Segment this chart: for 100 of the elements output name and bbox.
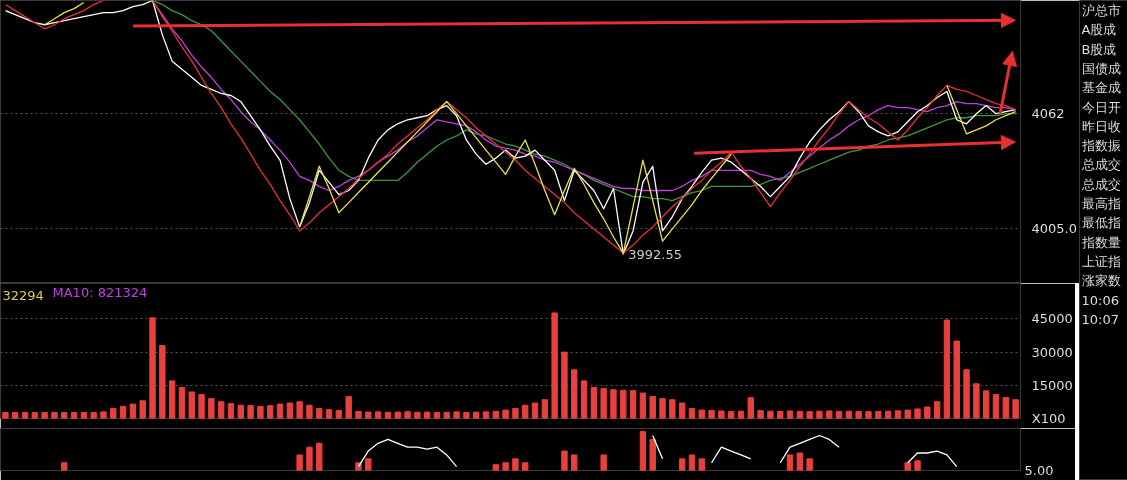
bar [149, 317, 156, 419]
bar [296, 401, 303, 419]
bar [894, 410, 902, 419]
bar [482, 411, 490, 419]
bar [296, 454, 303, 471]
bar [992, 394, 1000, 419]
bar [786, 454, 794, 471]
bar [365, 411, 372, 419]
bar [600, 454, 607, 471]
bar [767, 410, 774, 419]
bar [659, 398, 666, 419]
bar [316, 442, 323, 471]
bar [865, 411, 872, 419]
bar [953, 340, 960, 419]
bar [119, 405, 127, 419]
bar [629, 390, 637, 419]
bar [669, 399, 676, 419]
bar [688, 454, 696, 471]
bar [522, 462, 529, 471]
bar [355, 410, 362, 419]
bar [100, 411, 107, 419]
bar [325, 409, 333, 419]
text: 涨家数 [1081, 273, 1121, 289]
bar [159, 344, 166, 419]
y-tick-label: 4005.0 [1031, 221, 1077, 237]
bar [649, 438, 656, 471]
bar [610, 389, 617, 419]
bar [110, 408, 117, 419]
bar [727, 410, 735, 419]
bar [414, 411, 421, 419]
bar [188, 391, 195, 419]
bar [306, 446, 313, 471]
bar [31, 412, 39, 419]
bar [335, 410, 343, 419]
bar [904, 462, 911, 471]
bar [374, 411, 382, 419]
bar [463, 412, 470, 419]
bar [1012, 399, 1019, 419]
y-tick-label: 15000 [1031, 377, 1073, 393]
bar [973, 383, 980, 419]
text: 基金成 [1081, 80, 1121, 96]
bar [561, 351, 568, 419]
bar [678, 458, 686, 471]
bar [757, 410, 764, 419]
bar [698, 409, 705, 419]
bar [12, 412, 19, 419]
text: A股成 [1081, 22, 1117, 38]
annotation: 32294 [2, 287, 44, 303]
text: 指数量 [1080, 234, 1121, 250]
bar [51, 411, 58, 419]
bar [698, 458, 705, 471]
bar [639, 431, 647, 471]
bar [453, 411, 460, 419]
bar [217, 401, 225, 419]
annotation: MA10: 821324 [52, 284, 148, 300]
bar [796, 410, 804, 419]
bar [61, 462, 68, 471]
bar [423, 411, 431, 419]
bar [80, 412, 88, 419]
bar [227, 402, 235, 419]
bar [580, 380, 588, 419]
bar [90, 412, 97, 419]
text: 今日开 [1081, 99, 1121, 115]
text: 最低指 [1081, 215, 1121, 231]
bar [443, 411, 450, 419]
bar [688, 408, 696, 419]
bar [649, 395, 656, 419]
bar [777, 410, 784, 419]
text: 指数振 [1080, 138, 1121, 154]
text: X100 [1031, 411, 1066, 426]
bar [198, 394, 205, 419]
bar [620, 389, 627, 419]
bar [365, 458, 372, 471]
bar [678, 402, 686, 419]
bar [139, 400, 146, 419]
bar [257, 405, 264, 419]
bar [316, 408, 323, 419]
bar [492, 464, 499, 471]
text: 最高指 [1081, 196, 1121, 211]
bar [708, 410, 715, 419]
bar [276, 403, 284, 419]
bar [512, 458, 519, 471]
bar [61, 412, 68, 419]
bar [541, 399, 549, 419]
bar [914, 460, 921, 471]
bar [502, 409, 509, 419]
bar [796, 452, 804, 471]
text: B股成 [1081, 41, 1117, 57]
text: 上证指 [1081, 253, 1121, 269]
bar [561, 450, 568, 471]
bar [168, 380, 176, 419]
text: 5.00 [1024, 463, 1054, 478]
bar [433, 412, 441, 419]
bar [129, 403, 137, 419]
bar [551, 312, 558, 419]
bar [208, 398, 215, 419]
bar [267, 405, 274, 419]
bar [70, 412, 78, 419]
bar [1002, 396, 1009, 419]
bar [806, 411, 813, 419]
